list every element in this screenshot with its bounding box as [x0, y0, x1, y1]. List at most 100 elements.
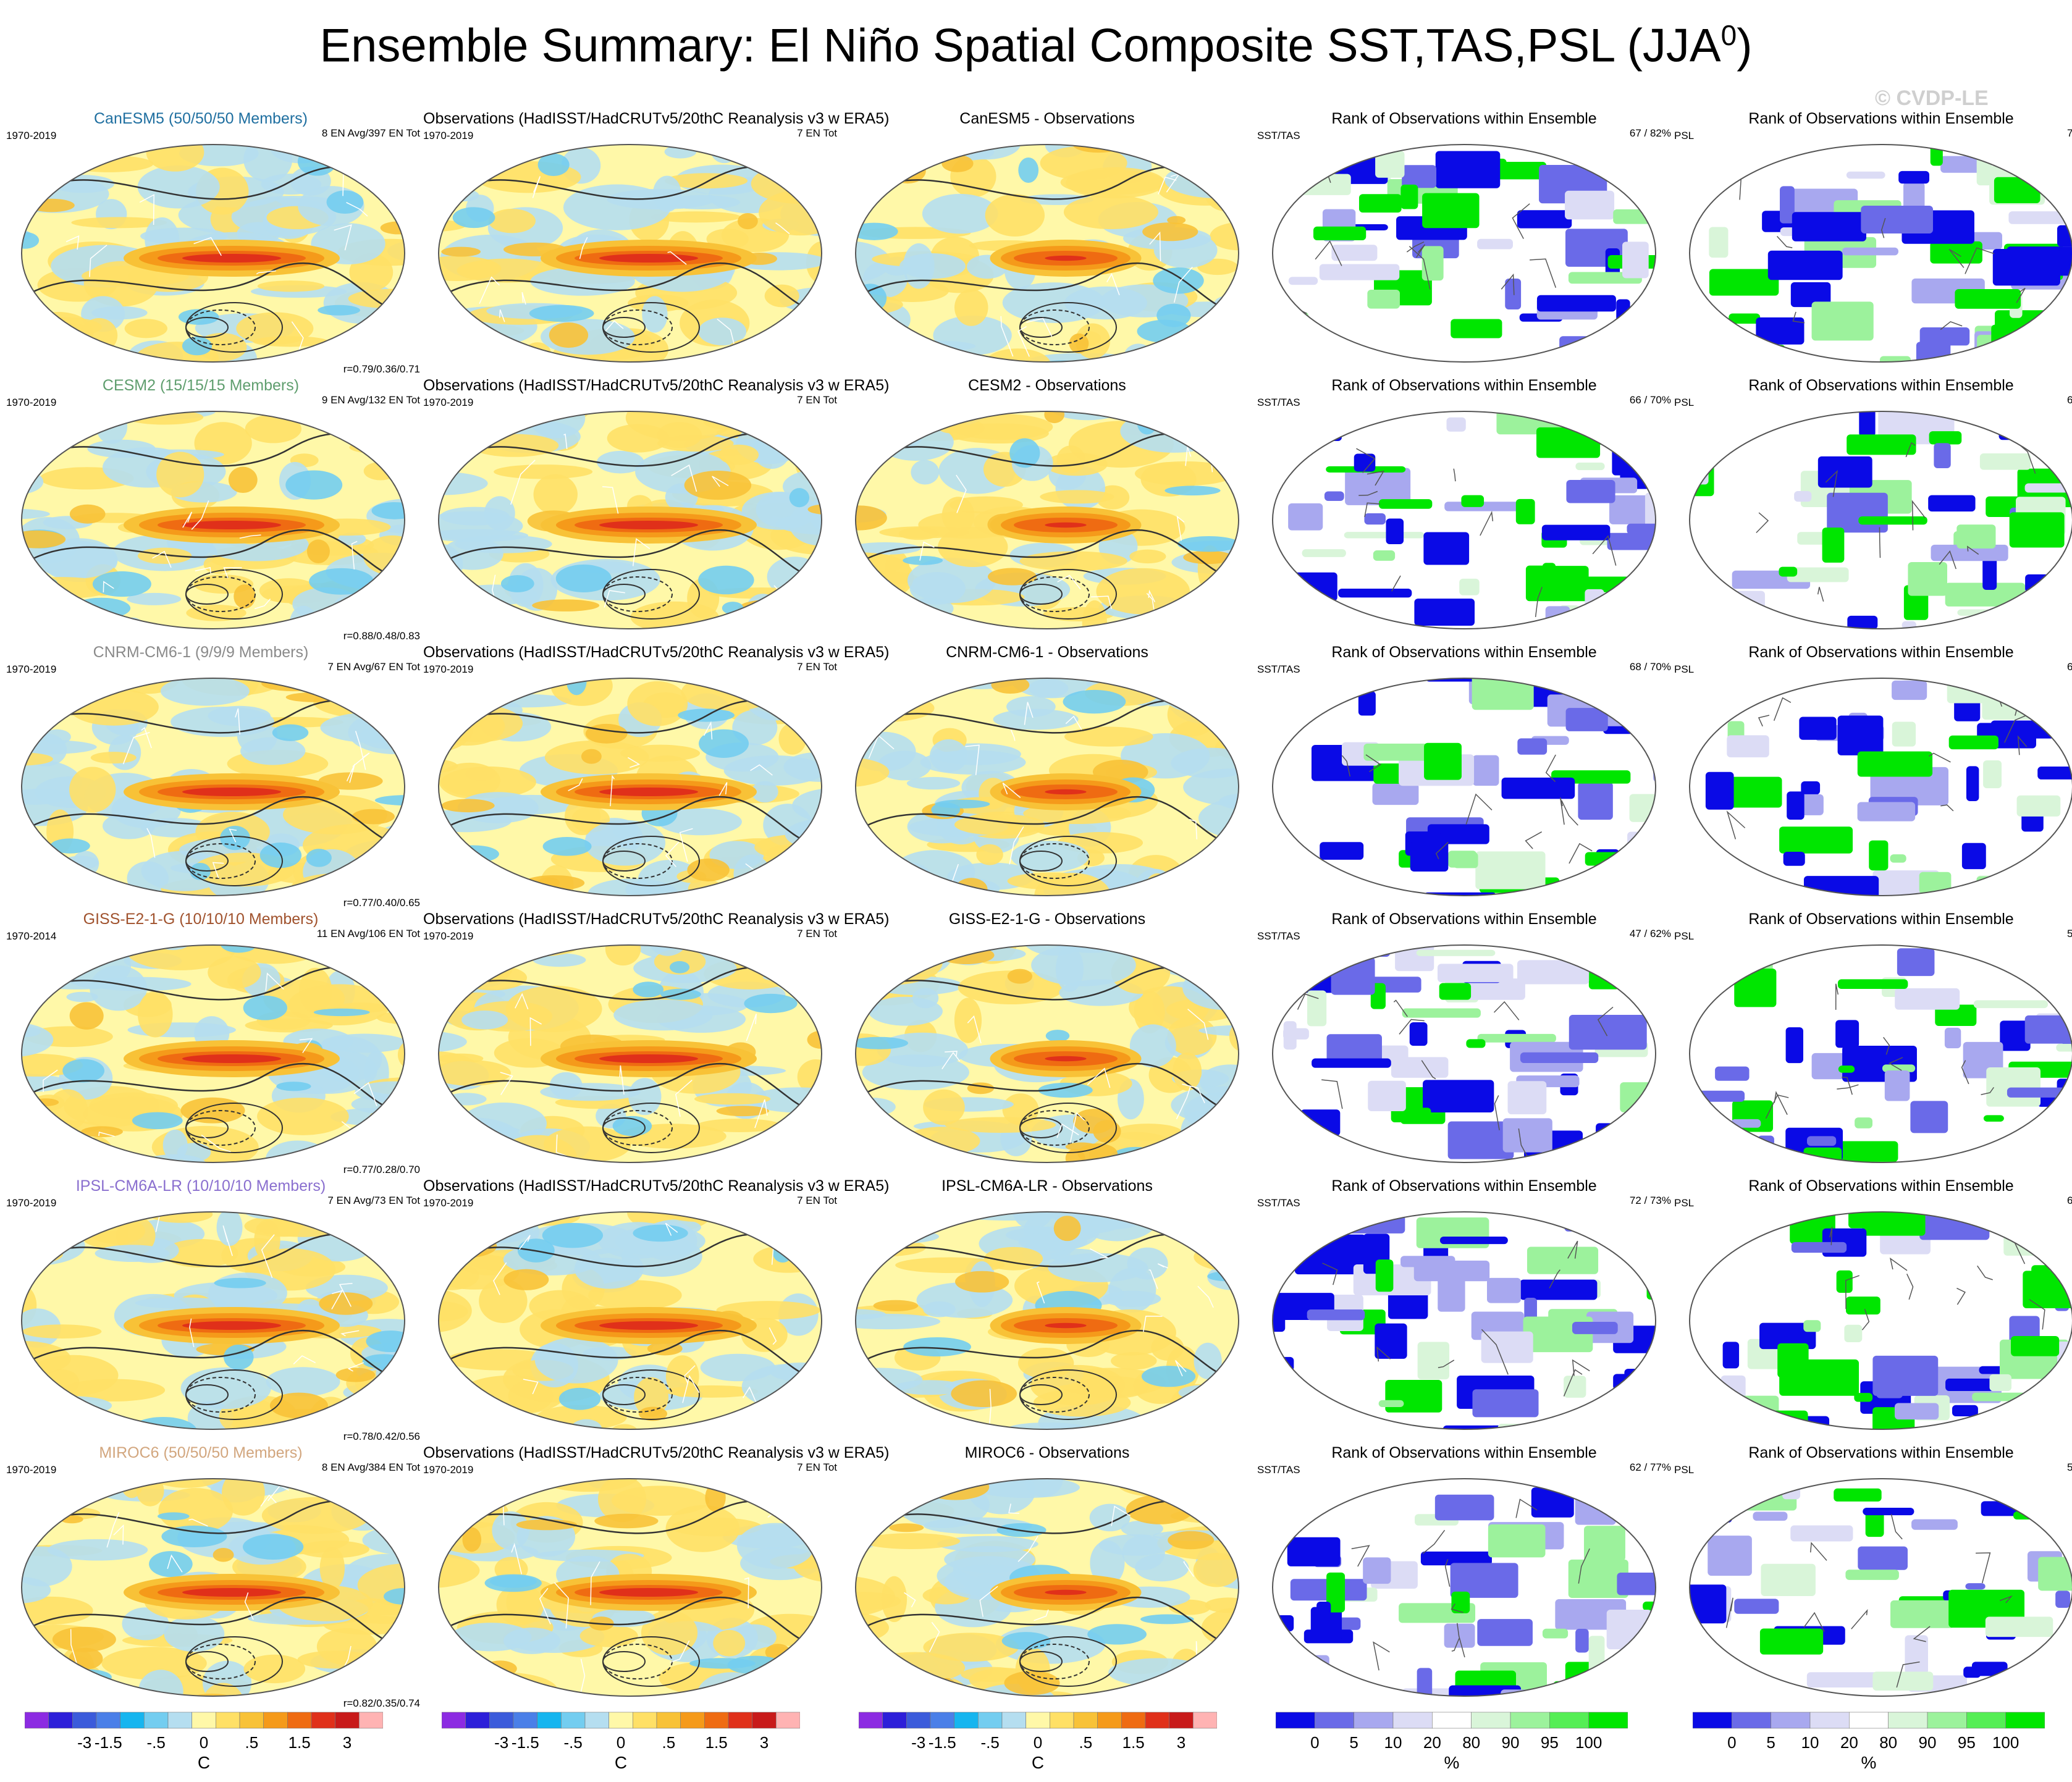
diff-panel: GISS-E2-1-G - Observations [840, 910, 1254, 1177]
map-canvas [1272, 678, 1656, 896]
rank-colorbar-psl: 0 5 10 20 80 90 95 100% [1693, 1711, 2045, 1782]
colorbar-swatch [216, 1712, 240, 1729]
rank-variable-label: PSL [1674, 397, 1695, 408]
colorbar-swatch [1849, 1712, 1889, 1729]
model-period: 1970-2019 [6, 1197, 57, 1209]
model-event-stats: 11 EN Avg/106 EN Tot [316, 928, 420, 939]
rank-variable-label: SST/TAS [1257, 663, 1300, 675]
rank-percentage: 72 / 73% [1629, 1195, 1671, 1206]
colorbar-swatch [1315, 1712, 1354, 1729]
colorbar-swatch [752, 1712, 777, 1729]
map-canvas [438, 1211, 822, 1430]
colorbar-swatch [1354, 1712, 1394, 1729]
map-canvas [855, 411, 1239, 629]
obs-panel: Observations (HadISST/HadCRUTv5/20thC Re… [423, 110, 890, 377]
colorbar-swatch [954, 1712, 979, 1729]
globe-map [840, 666, 1254, 908]
map-canvas [21, 1211, 405, 1430]
rank-title: Rank of Observations within Ensemble [1331, 1177, 1597, 1195]
observations-title: Observations (HadISST/HadCRUTv5/20thC Re… [423, 110, 890, 127]
globe-map [1674, 933, 2072, 1175]
model-panel: CNRM-CM6-1 (9/9/9 Members) 1970-2019 7 EN … [6, 644, 420, 910]
difference-title: CNRM-CM6-1 - Observations [946, 644, 1148, 661]
globe-map [423, 1466, 837, 1708]
model-event-stats: 7 EN Avg/73 EN Tot [327, 1195, 420, 1206]
colorbar-unit: % [1861, 1753, 1877, 1772]
colorbar-swatch [1073, 1712, 1098, 1729]
colorbar-swatch [1050, 1712, 1074, 1729]
obs-panel: Observations (HadISST/HadCRUTv5/20thC Re… [423, 1444, 890, 1711]
rank-percentage: 62% [2066, 394, 2072, 406]
rank-sst-panel: Rank of Observations within Ensemble SST/… [1257, 644, 1671, 910]
colorbar-swatch [192, 1712, 216, 1729]
colorbar-swatch [1193, 1712, 1217, 1729]
globe-map [840, 1200, 1254, 1442]
globe-map [6, 1466, 420, 1708]
colorbar-swatch [1693, 1712, 1732, 1729]
observations-title: Observations (HadISST/HadCRUTv5/20thC Re… [423, 1444, 890, 1461]
observations-period: 1970-2019 [423, 397, 474, 408]
rank-sst-panel: Rank of Observations within Ensemble SST/… [1257, 1177, 1671, 1444]
diff-panel: MIROC6 - Observations [840, 1444, 1254, 1711]
colorbar-swatch [465, 1712, 490, 1729]
colorbar-swatch [1471, 1712, 1511, 1729]
colorbar-swatch [1432, 1712, 1472, 1729]
rank-colorbar-sst: 0 5 10 20 80 90 95 100% [1276, 1711, 1628, 1782]
watermark: © CVDP-LE [1875, 86, 1989, 110]
rank-sst-panel: Rank of Observations within Ensemble SST/… [1257, 910, 1671, 1177]
colorbar-swatch [25, 1712, 49, 1729]
rank-title: Rank of Observations within Ensemble [1748, 644, 2014, 661]
colorbar-swatch [1588, 1712, 1628, 1729]
colorbar-swatch [1549, 1712, 1589, 1729]
colorbar-swatch [776, 1712, 800, 1729]
diff-panel: CNRM-CM6-1 - Observations [840, 644, 1254, 910]
rank-percentage: 66% [2066, 1195, 2072, 1206]
rank-percentage: 52% [2066, 928, 2072, 939]
figure-title: Ensemble Summary: El Niño Spatial Compos… [0, 19, 2072, 72]
observations-period: 1970-2019 [423, 663, 474, 675]
obs-panel: Observations (HadISST/HadCRUTv5/20thC Re… [423, 1177, 890, 1444]
colorbar-swatch [359, 1712, 383, 1729]
colorbar-tick-label: 95 [1540, 1733, 1559, 1752]
map-canvas [1272, 411, 1656, 629]
rank-title: Rank of Observations within Ensemble [1331, 910, 1597, 928]
map-canvas [1272, 944, 1656, 1163]
model-event-stats: 8 EN Avg/384 EN Tot [321, 1461, 420, 1473]
colorbar-swatch [72, 1712, 97, 1729]
colorbar-swatch [1392, 1712, 1433, 1729]
rank-psl-panel: Rank of Observations within Ensemble PSL 6… [1674, 1177, 2072, 1444]
colorbar-swatch [287, 1712, 312, 1729]
globe-map [423, 132, 837, 374]
colorbar-swatch [1732, 1712, 1771, 1729]
colorbar-swatch [930, 1712, 954, 1729]
observations-event-count: 7 EN Tot [797, 394, 837, 406]
colorbar-swatch [2005, 1712, 2045, 1729]
globe-map [1674, 666, 2072, 908]
colorbar-swatch [1145, 1712, 1169, 1729]
colorbar-swatch [96, 1712, 120, 1729]
rank-title: Rank of Observations within Ensemble [1331, 377, 1597, 394]
map-canvas [21, 144, 405, 363]
colorbar-swatch [335, 1712, 360, 1729]
colorbar-unit: C [614, 1753, 628, 1772]
obs-panel: Observations (HadISST/HadCRUTv5/20thC Re… [423, 644, 889, 910]
colorbar-tick-label: 3 [1176, 1733, 1186, 1752]
rank-psl-panel: Rank of Observations within Ensemble PSL 7… [1674, 110, 2072, 377]
map-canvas [1689, 678, 2072, 896]
observations-title: Observations (HadISST/HadCRUTv5/20thC Re… [423, 1177, 890, 1195]
map-canvas [21, 678, 405, 896]
colorbar-swatch [656, 1712, 681, 1729]
temperature-colorbar-2: -3 -1.5 -.5 0 .5 1.5 3 C [442, 1711, 800, 1782]
colorbar-swatch [48, 1712, 73, 1729]
observations-period: 1970-2019 [423, 930, 474, 942]
colorbar-tick-label: .5 [662, 1733, 676, 1752]
rank-variable-label: PSL [1674, 1464, 1695, 1476]
globe-map [1257, 666, 1671, 908]
observations-event-count: 7 EN Tot [797, 928, 837, 939]
map-canvas [438, 1478, 822, 1697]
colorbar-tick-label: 95 [1957, 1733, 1976, 1752]
rank-variable-label: SST/TAS [1257, 1464, 1300, 1476]
colorbar-swatch [704, 1712, 729, 1729]
model-panel: CESM2 (15/15/15 Members) 1970-2019 9 EN Av… [6, 377, 420, 644]
title-close: ) [1737, 19, 1753, 72]
